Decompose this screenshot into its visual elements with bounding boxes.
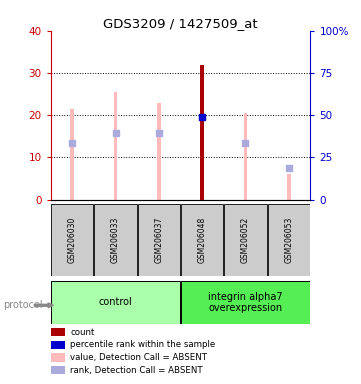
- Text: GSM206037: GSM206037: [155, 217, 163, 263]
- FancyBboxPatch shape: [51, 281, 180, 324]
- Bar: [244, 113, 247, 200]
- FancyBboxPatch shape: [224, 204, 267, 276]
- FancyBboxPatch shape: [181, 204, 223, 276]
- Text: GSM206030: GSM206030: [68, 217, 77, 263]
- Bar: [157, 103, 161, 200]
- Bar: [200, 65, 204, 200]
- FancyBboxPatch shape: [51, 204, 93, 276]
- Bar: [114, 92, 117, 200]
- Text: GDS3209 / 1427509_at: GDS3209 / 1427509_at: [103, 17, 258, 30]
- Text: count: count: [70, 328, 95, 337]
- Text: percentile rank within the sample: percentile rank within the sample: [70, 340, 216, 349]
- Text: GSM206048: GSM206048: [198, 217, 206, 263]
- Text: control: control: [99, 297, 132, 308]
- Text: GSM206053: GSM206053: [284, 217, 293, 263]
- FancyBboxPatch shape: [268, 204, 310, 276]
- Text: value, Detection Call = ABSENT: value, Detection Call = ABSENT: [70, 353, 208, 362]
- Bar: [70, 109, 74, 200]
- FancyBboxPatch shape: [94, 204, 137, 276]
- Text: rank, Detection Call = ABSENT: rank, Detection Call = ABSENT: [70, 366, 203, 375]
- Text: integrin alpha7
overexpression: integrin alpha7 overexpression: [208, 291, 283, 313]
- Text: protocol: protocol: [4, 300, 43, 310]
- Text: GSM206052: GSM206052: [241, 217, 250, 263]
- FancyBboxPatch shape: [138, 204, 180, 276]
- Text: GSM206033: GSM206033: [111, 217, 120, 263]
- FancyBboxPatch shape: [181, 281, 310, 324]
- Bar: [200, 65, 204, 200]
- Bar: [287, 174, 291, 200]
